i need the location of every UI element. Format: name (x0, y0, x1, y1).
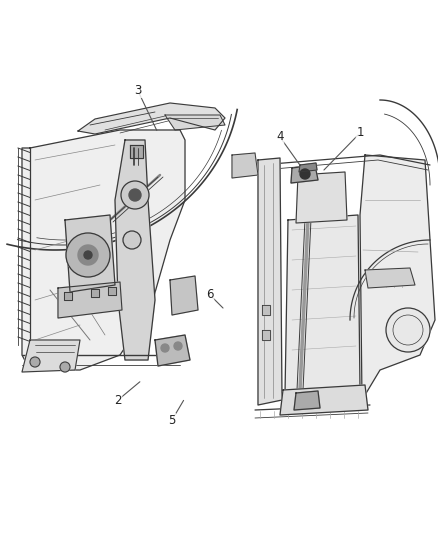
Polygon shape (285, 215, 360, 395)
Polygon shape (115, 140, 155, 360)
Polygon shape (108, 287, 116, 295)
Circle shape (174, 342, 182, 350)
Polygon shape (296, 172, 347, 223)
Polygon shape (294, 391, 320, 410)
Circle shape (121, 181, 149, 209)
Circle shape (30, 357, 40, 367)
Polygon shape (22, 340, 80, 372)
Polygon shape (360, 155, 435, 400)
Polygon shape (58, 282, 122, 318)
Circle shape (123, 231, 141, 249)
Text: 1: 1 (356, 126, 364, 140)
Polygon shape (78, 103, 225, 134)
Polygon shape (65, 215, 115, 292)
Circle shape (161, 344, 169, 352)
Polygon shape (170, 276, 198, 315)
Polygon shape (258, 158, 282, 405)
Circle shape (386, 308, 430, 352)
Circle shape (300, 169, 310, 179)
Polygon shape (22, 130, 185, 370)
Circle shape (78, 245, 98, 265)
Text: 5: 5 (168, 414, 176, 426)
Text: 2: 2 (114, 393, 122, 407)
Text: 6: 6 (206, 288, 214, 302)
Circle shape (84, 251, 92, 259)
Polygon shape (262, 330, 270, 340)
Polygon shape (165, 115, 225, 130)
Polygon shape (280, 385, 368, 415)
Text: 4: 4 (276, 131, 284, 143)
Polygon shape (365, 268, 415, 288)
Polygon shape (232, 153, 258, 178)
Text: 3: 3 (134, 85, 141, 98)
Polygon shape (299, 163, 317, 172)
Circle shape (60, 362, 70, 372)
Polygon shape (91, 289, 99, 297)
Polygon shape (262, 305, 270, 315)
Polygon shape (130, 145, 143, 158)
Polygon shape (155, 335, 190, 366)
Circle shape (129, 189, 141, 201)
Circle shape (66, 233, 110, 277)
Polygon shape (64, 292, 72, 300)
Polygon shape (291, 165, 318, 183)
